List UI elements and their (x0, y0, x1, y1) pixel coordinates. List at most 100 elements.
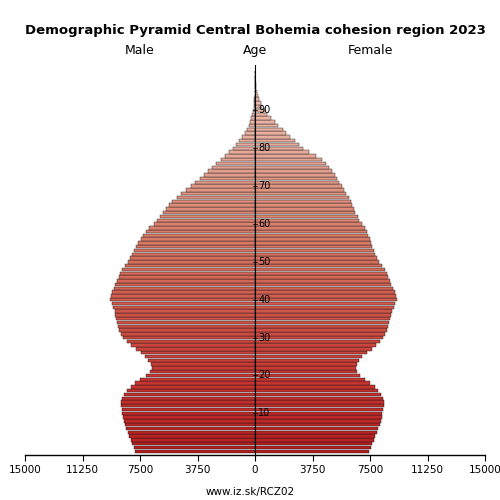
Bar (248, 124, 255, 128)
Bar (255, 396, 383, 400)
Bar (255, 392, 380, 396)
Bar (136, 348, 255, 350)
Bar (255, 450, 369, 453)
Bar (127, 389, 255, 392)
Text: 90: 90 (258, 106, 270, 116)
Bar (121, 332, 255, 336)
Bar (252, 112, 255, 116)
Bar (150, 370, 255, 374)
Bar (255, 180, 340, 184)
Bar (122, 396, 255, 400)
Bar (255, 306, 394, 309)
Bar (255, 321, 389, 324)
Bar (112, 302, 255, 305)
Bar (204, 173, 255, 176)
Bar (169, 204, 255, 207)
Bar (128, 430, 255, 434)
Bar (255, 120, 274, 124)
Bar (120, 328, 255, 332)
Bar (141, 351, 255, 354)
Bar (255, 419, 380, 422)
Bar (255, 158, 322, 162)
Bar (253, 108, 255, 112)
Bar (114, 310, 255, 313)
Bar (255, 317, 390, 320)
Text: 10: 10 (258, 408, 270, 418)
Bar (130, 256, 255, 260)
Bar (255, 332, 386, 336)
Bar (255, 286, 393, 290)
Bar (255, 230, 367, 234)
Bar (255, 268, 384, 271)
Bar (166, 207, 255, 210)
Bar (255, 196, 348, 199)
Bar (255, 351, 367, 354)
Bar (255, 302, 396, 305)
Bar (255, 116, 271, 119)
Bar (220, 158, 255, 162)
Bar (157, 218, 255, 222)
Bar (255, 294, 396, 298)
Bar (152, 366, 255, 370)
Bar (254, 101, 255, 104)
Bar (255, 344, 376, 347)
Bar (255, 245, 372, 248)
Bar (255, 408, 383, 412)
Bar (255, 362, 357, 366)
Bar (131, 385, 255, 388)
Bar (186, 188, 255, 192)
Bar (255, 226, 364, 230)
Bar (140, 378, 255, 381)
Bar (255, 154, 316, 158)
Bar (146, 374, 255, 377)
Bar (250, 120, 255, 124)
Bar (225, 154, 255, 158)
Bar (141, 238, 255, 241)
Bar (255, 98, 259, 101)
Bar (255, 238, 370, 241)
Bar (111, 294, 255, 298)
Bar (177, 196, 255, 199)
Bar (255, 370, 357, 374)
Bar (255, 313, 390, 316)
Bar (122, 408, 255, 412)
Bar (143, 234, 255, 237)
Bar (123, 416, 255, 419)
Bar (255, 82, 256, 86)
Bar (122, 268, 255, 271)
Bar (255, 204, 352, 207)
Bar (255, 340, 380, 343)
Bar (255, 94, 258, 97)
Bar (255, 264, 382, 268)
Text: 80: 80 (258, 144, 270, 154)
Bar (160, 215, 255, 218)
Bar (200, 177, 255, 180)
Bar (246, 128, 255, 131)
Bar (117, 321, 255, 324)
Bar (255, 378, 364, 381)
Bar (110, 298, 255, 302)
Text: 50: 50 (258, 257, 270, 267)
Bar (255, 146, 304, 150)
Bar (134, 446, 255, 449)
Bar (112, 290, 255, 294)
Bar (255, 105, 262, 108)
Bar (254, 98, 255, 101)
Bar (255, 143, 298, 146)
Bar (121, 404, 255, 407)
Bar (255, 170, 332, 172)
Bar (148, 358, 255, 362)
Bar (116, 283, 255, 286)
Bar (255, 446, 371, 449)
Bar (255, 400, 384, 404)
Bar (255, 427, 378, 430)
Bar (255, 135, 290, 138)
Bar (255, 207, 354, 210)
Bar (244, 132, 255, 135)
Bar (255, 279, 390, 282)
Bar (123, 336, 255, 340)
Bar (255, 438, 374, 442)
Bar (255, 348, 372, 350)
Bar (146, 230, 255, 234)
Bar (255, 184, 342, 188)
